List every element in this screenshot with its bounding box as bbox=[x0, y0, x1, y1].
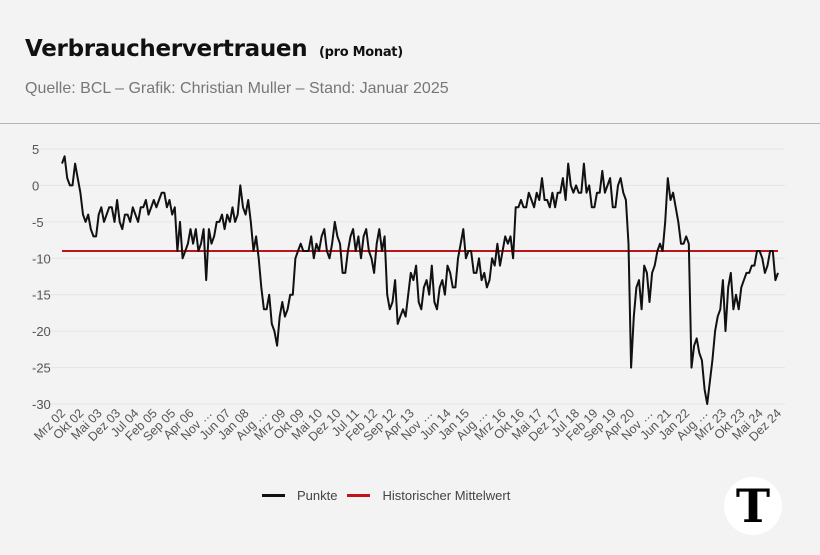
y-tick-label: -15 bbox=[32, 288, 51, 303]
y-tick-label: -30 bbox=[32, 397, 51, 412]
y-tick-label: 0 bbox=[32, 178, 39, 193]
legend-label-mean: Historischer Mittelwert bbox=[382, 488, 511, 503]
chart-title: Verbrauchervertrauen (pro Monat) bbox=[25, 36, 403, 62]
y-tick-label: -20 bbox=[32, 324, 51, 339]
header: Verbrauchervertrauen (pro Monat) Quelle:… bbox=[0, 0, 820, 124]
legend-swatch-punkte bbox=[262, 494, 285, 497]
y-tick-label: -5 bbox=[32, 215, 44, 230]
legend: Punkte Historischer Mittelwert bbox=[262, 488, 510, 503]
legend-swatch-mean bbox=[347, 494, 371, 497]
brand-logo: T bbox=[724, 477, 782, 535]
y-tick-label: -25 bbox=[32, 361, 51, 376]
title-suffix: (pro Monat) bbox=[319, 45, 403, 60]
series-line-punkte bbox=[61, 155, 779, 405]
title-text: Verbrauchervertrauen bbox=[25, 36, 308, 62]
chart-subtitle: Quelle: BCL – Grafik: Christian Muller –… bbox=[25, 80, 449, 97]
legend-label-punkte: Punkte bbox=[297, 488, 338, 503]
y-tick-label: 5 bbox=[32, 142, 39, 157]
y-tick-label: -10 bbox=[32, 251, 51, 266]
